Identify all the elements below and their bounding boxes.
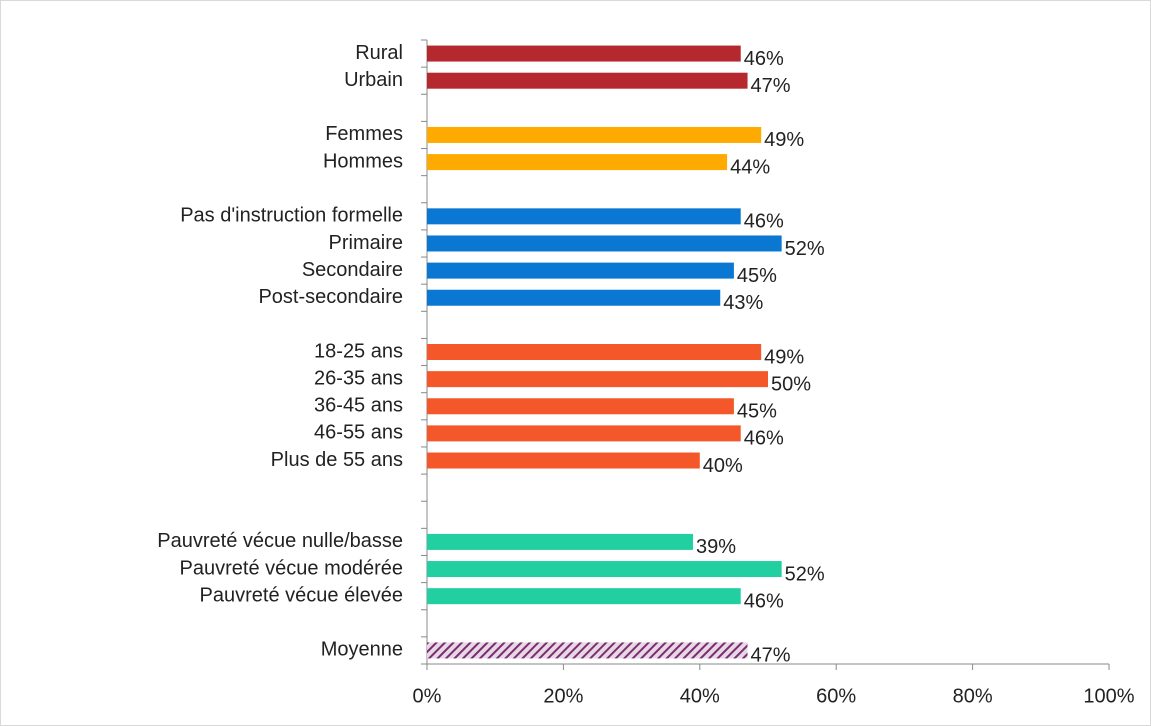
y-tick-label: Pas d'instruction formelle [180,205,403,227]
y-tick-label: 36-45 ans [314,395,403,417]
value-label: 45% [737,401,777,423]
value-label: 39% [696,536,736,558]
bar [427,72,748,89]
x-tick-label: 20% [543,685,583,707]
bar [427,398,734,415]
x-tick-label: 40% [680,685,720,707]
x-tick-label: 80% [953,685,993,707]
value-label: 46% [744,211,784,233]
y-tick-label: Pauvreté vécue nulle/basse [157,530,403,552]
y-tick-label: Secondaire [302,259,403,281]
bar [427,235,782,252]
bar [427,588,741,605]
bar [427,452,700,469]
value-label: 47% [751,75,791,97]
value-label: 49% [764,129,804,151]
value-label: 46% [744,48,784,70]
bar [427,561,782,578]
value-label: 46% [744,428,784,450]
y-tick-label: Pauvreté vécue élevée [200,584,403,606]
y-tick-label: Femmes [325,123,403,145]
value-label: 40% [703,455,743,477]
x-tick-label: 60% [816,685,856,707]
bar [427,154,728,171]
y-tick-label: 26-35 ans [314,367,403,389]
value-label: 50% [771,373,811,395]
value-label: 44% [730,156,770,178]
bar [427,262,734,279]
y-tick-label: Hommes [323,150,403,172]
y-tick-label: Post-secondaire [258,286,403,308]
y-tick-label: 46-55 ans [314,422,403,444]
y-tick-label: Primaire [329,232,403,254]
y-tick-label: Plus de 55 ans [271,449,403,471]
x-tick-label: 100% [1083,685,1134,707]
value-label: 52% [785,238,825,260]
value-label: 45% [737,265,777,287]
bar [427,371,768,388]
bar [427,126,762,143]
bar [427,425,741,442]
y-tick-label: Moyenne [321,639,403,661]
bar [427,45,741,62]
value-label: 43% [723,292,763,314]
y-tick-label: Pauvreté vécue modérée [180,557,403,579]
y-tick-label: Urbain [344,69,403,91]
bar [427,208,741,225]
y-tick-label: Rural [355,42,403,64]
value-label: 49% [764,346,804,368]
bar [427,642,748,659]
value-label: 46% [744,590,784,612]
bar [427,289,721,306]
bar [427,533,693,550]
x-tick-label: 0% [413,685,442,707]
y-tick-label: 18-25 ans [314,340,403,362]
value-label: 47% [751,645,791,667]
bar [427,344,762,360]
value-label: 52% [785,563,825,585]
